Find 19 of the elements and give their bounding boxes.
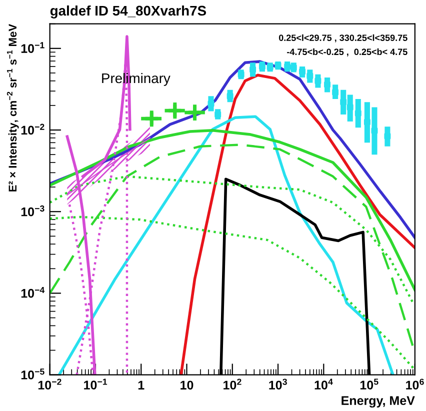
x-tick-label: 10$^{6}$ xyxy=(406,378,424,390)
x-tick-label: 10$^{−2}$ xyxy=(38,378,62,390)
y-tick-label: 10$^{−4}$ xyxy=(21,287,45,298)
y-tick-label: 10$^{−2}$ xyxy=(21,124,44,135)
x-tick-label: 10$^{5}$ xyxy=(360,378,378,390)
annotation: 0.25<l<29.75 , 330.25<l<359.75 xyxy=(278,34,408,42)
y-tick-label: 10$^{−5}$ xyxy=(21,368,44,380)
x-tick-label: 10$^{2}$ xyxy=(224,378,242,390)
x-tick-label: 10$^{−1}$ xyxy=(84,378,108,390)
y-tick-label: 10$^{−1}$ xyxy=(21,42,44,53)
x-tick-label: 10$^{3}$ xyxy=(269,378,287,390)
x-tick-label: 10 xyxy=(180,380,194,390)
y-axis-title: E² × Intensity, cm$^{−2}$ sr$^{−1}$ s$^{−1}$ MeV xyxy=(6,24,19,192)
x-tick-label: 10$^{4}$ xyxy=(314,378,333,390)
x-axis-title: Energy, MeV xyxy=(342,396,415,408)
x-tick-label: 1 xyxy=(138,380,144,390)
y-tick-label: 10$^{−3}$ xyxy=(21,205,44,216)
annotation: -4.75<b<-0.25 , 0.25<b< 4.75 xyxy=(287,48,408,56)
chart-title: galdef ID 54_80Xvarh7S xyxy=(50,5,206,18)
